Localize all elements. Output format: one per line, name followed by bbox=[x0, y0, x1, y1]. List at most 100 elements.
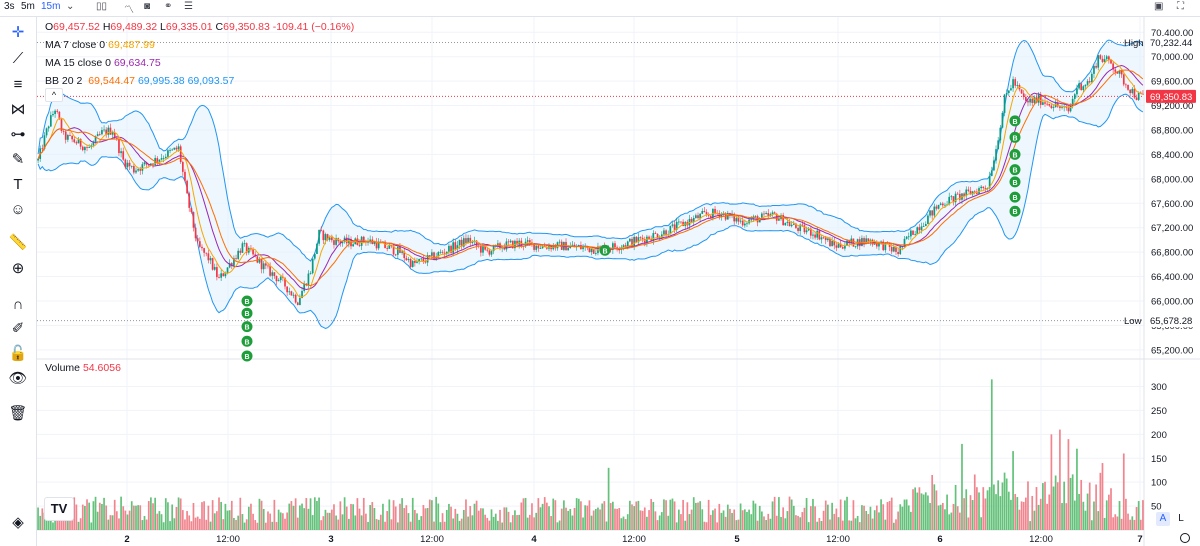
volume-bar bbox=[173, 518, 176, 530]
volume-bars bbox=[37, 379, 1144, 530]
candle-body bbox=[307, 273, 310, 286]
volume-bar bbox=[330, 509, 333, 530]
snapshot-icon[interactable]: ▣ bbox=[1154, 1, 1164, 12]
volume-bar bbox=[192, 503, 195, 530]
volume-bar bbox=[269, 513, 271, 530]
log-scale-button[interactable]: L bbox=[1178, 513, 1184, 524]
compare-icon[interactable]: ⚭ bbox=[164, 1, 173, 12]
camera-icon[interactable]: ◙ bbox=[144, 1, 151, 12]
prediction-icon[interactable]: ⊶ bbox=[10, 126, 26, 143]
volume-bar bbox=[848, 520, 851, 530]
candle-body bbox=[969, 190, 972, 195]
volume-bar bbox=[181, 510, 184, 530]
candle-body bbox=[990, 170, 993, 176]
list-icon[interactable]: ☰ bbox=[184, 1, 193, 12]
lock-drawings-icon[interactable]: ✐ bbox=[11, 320, 25, 337]
volume-bar bbox=[546, 502, 548, 530]
volume-bar bbox=[190, 521, 193, 530]
emoji-icon[interactable]: ☺ bbox=[10, 201, 26, 218]
text-icon[interactable]: T bbox=[13, 176, 23, 193]
volume-bar bbox=[516, 515, 518, 530]
volume-bar bbox=[665, 500, 667, 530]
volume-bar bbox=[620, 518, 623, 530]
volume-bar bbox=[820, 521, 823, 530]
volume-bar bbox=[750, 514, 753, 530]
volume-bar bbox=[959, 512, 961, 530]
candle-body bbox=[222, 273, 225, 277]
volume-bar bbox=[431, 500, 433, 530]
fullscreen-icon[interactable]: ⛶ bbox=[1177, 1, 1184, 12]
chevron-down-icon[interactable]: ⌄ bbox=[66, 1, 75, 12]
candle-body bbox=[47, 126, 50, 129]
candle-body bbox=[486, 249, 489, 251]
volume-bar bbox=[352, 504, 354, 530]
trash-icon[interactable]: 🗑 bbox=[8, 405, 28, 422]
candle-body bbox=[458, 239, 461, 246]
buy-marker-circle bbox=[241, 350, 253, 362]
volume-bar bbox=[935, 490, 938, 530]
auto-scale-button[interactable]: A bbox=[1156, 512, 1170, 526]
pattern-icon[interactable]: ⋈ bbox=[10, 101, 26, 118]
volume-legend[interactable]: Volume 54.6056 bbox=[45, 362, 121, 374]
magnet-icon[interactable]: ∩ bbox=[12, 296, 24, 313]
volume-bar bbox=[52, 522, 54, 530]
volume-bar bbox=[707, 499, 710, 530]
last-price-tag-value: 69,350.83 bbox=[1150, 92, 1192, 103]
zoom-in-icon[interactable]: ⊕ bbox=[11, 260, 25, 277]
ma7-legend[interactable]: MA 7 close 0 69,487.99 bbox=[45, 36, 354, 54]
candles-icon[interactable]: ▯▯ bbox=[96, 1, 108, 12]
bb-legend[interactable]: BB 20 2 69,544.47 69,995.38 69,093.57 bbox=[45, 72, 354, 90]
candle-body bbox=[64, 131, 67, 140]
volume-bar bbox=[854, 518, 857, 530]
ruler-icon[interactable]: 📏 bbox=[8, 234, 28, 251]
timeframe-15m[interactable]: 15m bbox=[41, 1, 61, 12]
volume-bar bbox=[222, 519, 225, 530]
volume-bar bbox=[333, 504, 335, 530]
candle-body bbox=[394, 254, 397, 256]
timeframe-3s[interactable]: 3s bbox=[4, 1, 15, 12]
ma15-legend[interactable]: MA 15 close 0 69,634.75 bbox=[45, 54, 354, 72]
volume-bar bbox=[701, 509, 704, 530]
candle-body bbox=[284, 277, 286, 287]
candle-body bbox=[750, 219, 753, 221]
fib-icon[interactable]: ≡ bbox=[13, 76, 23, 93]
candle-body bbox=[490, 251, 493, 255]
volume-bar bbox=[797, 515, 799, 530]
volume-bar bbox=[597, 507, 599, 530]
collapse-legend-button[interactable]: ^ bbox=[45, 88, 63, 102]
crosshair-icon[interactable]: ✛ bbox=[11, 24, 25, 41]
volume-bar bbox=[103, 497, 105, 530]
volume-bar bbox=[686, 502, 689, 530]
candle-body bbox=[377, 241, 380, 249]
candle-body bbox=[330, 237, 333, 241]
candle-body bbox=[1097, 55, 1100, 68]
candle-body bbox=[784, 222, 787, 226]
eye-icon[interactable]: 👁 bbox=[8, 370, 28, 387]
volume-bar bbox=[656, 520, 659, 530]
timeframe-5m[interactable]: 5m bbox=[21, 1, 35, 12]
volume-bar bbox=[348, 518, 350, 530]
layers-icon[interactable]: ◈ bbox=[12, 514, 24, 531]
volume-bar bbox=[1012, 451, 1014, 530]
lock-icon[interactable]: 🔓 bbox=[8, 345, 28, 362]
candle-body bbox=[43, 135, 46, 150]
candle-body bbox=[88, 147, 91, 148]
volume-bar bbox=[1099, 472, 1102, 530]
indicators-icon[interactable]: 〽 bbox=[124, 5, 134, 16]
candle-body bbox=[773, 212, 776, 214]
trendline-icon[interactable]: ⟋ bbox=[12, 50, 24, 67]
volume-bar bbox=[784, 518, 787, 530]
candle-body bbox=[199, 241, 201, 247]
volume-bar bbox=[377, 519, 380, 530]
volume-bar bbox=[509, 522, 512, 530]
candle-body bbox=[763, 213, 765, 215]
price-tick-label: 67,200.00 bbox=[1151, 223, 1193, 234]
brush-icon[interactable]: ✎ bbox=[11, 151, 25, 168]
tradingview-logo[interactable]: TV bbox=[44, 497, 74, 521]
volume-bar bbox=[1027, 481, 1029, 530]
volume-bar bbox=[1076, 448, 1078, 530]
time-tick-label: 12:00 bbox=[826, 534, 850, 545]
buy-marker-label: B bbox=[1012, 168, 1017, 175]
candle-body bbox=[618, 249, 621, 251]
